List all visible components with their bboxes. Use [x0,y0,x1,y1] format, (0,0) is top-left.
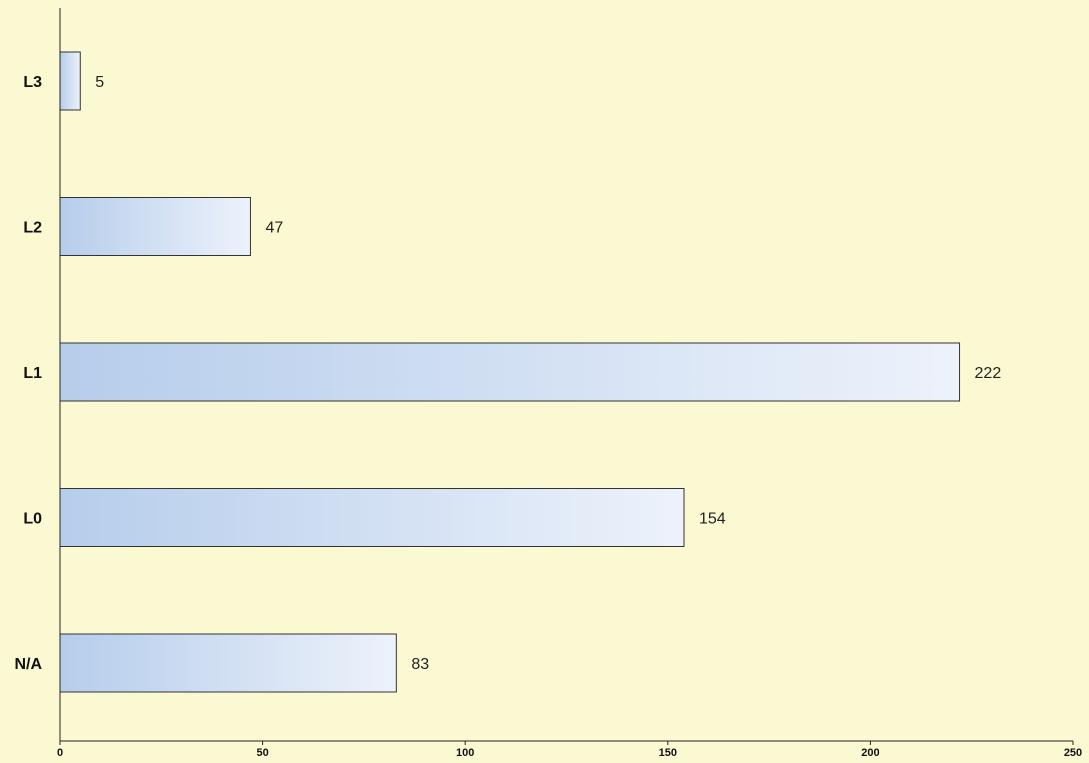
x-tick-label-100: 100 [456,747,474,759]
value-label-n-a: 83 [411,656,429,673]
x-tick-label-50: 50 [256,747,268,759]
x-tick-label-250: 250 [1064,747,1082,759]
category-label-n-a: N/A [14,656,42,673]
value-label-l3: 5 [95,74,104,91]
x-tick-label-0: 0 [57,747,63,759]
bar-l0 [59,488,685,547]
category-label-l3: L3 [23,74,42,91]
bar-l3 [59,51,81,111]
bar-n-a [59,633,397,693]
value-label-l2: 47 [265,220,283,237]
category-label-l0: L0 [23,511,42,528]
bar-l1 [59,342,961,402]
value-label-l1: 222 [975,365,1002,382]
x-tick-label-150: 150 [659,747,677,759]
bar-l2 [59,197,251,256]
category-label-l2: L2 [23,220,42,237]
value-label-l0: 154 [699,511,726,528]
category-label-l1: L1 [23,365,42,382]
x-tick-label-200: 200 [861,747,879,759]
